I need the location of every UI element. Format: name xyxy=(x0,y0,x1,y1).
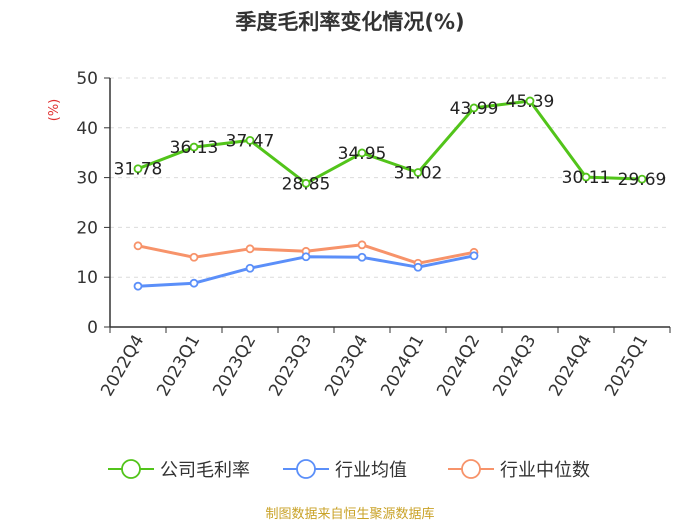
series-point-0 xyxy=(357,148,367,158)
legend[interactable]: 公司毛利率 行业均值 行业中位数 xyxy=(108,459,590,481)
series-point-0 xyxy=(581,172,591,182)
series-layer xyxy=(133,96,647,291)
x-tick-label: 2024Q4 xyxy=(545,332,596,400)
x-tick-label: 2024Q3 xyxy=(489,332,540,400)
x-tick-label: 2025Q1 xyxy=(601,332,652,400)
source-note: 制图数据来自恒生聚源数据库 xyxy=(265,506,434,522)
x-tick-label: 2024Q1 xyxy=(377,332,428,400)
y-axis-label: (%) xyxy=(47,99,62,122)
series-point-0 xyxy=(301,178,311,188)
data-label: 34.95 xyxy=(338,144,387,164)
legend-marker xyxy=(296,459,316,479)
data-label: 31.02 xyxy=(394,164,443,184)
grid xyxy=(110,77,670,278)
series-point-0 xyxy=(637,174,647,184)
legend-marker xyxy=(461,459,481,479)
data-label: 29.69 xyxy=(618,170,667,190)
chart-title: 季度毛利率变化情况(%) xyxy=(235,10,464,34)
y-tick-label: 20 xyxy=(76,218,98,238)
series-point-2 xyxy=(189,252,199,262)
series-point-0 xyxy=(133,164,143,174)
x-tick-label: 2023Q4 xyxy=(321,332,372,400)
series-point-1 xyxy=(357,252,367,262)
series-point-1 xyxy=(469,251,479,261)
series-point-2 xyxy=(133,241,143,251)
data-label: 30.11 xyxy=(562,168,611,188)
series-point-1 xyxy=(301,252,311,262)
series-point-1 xyxy=(189,278,199,288)
x-tick-label: 2023Q1 xyxy=(153,332,204,400)
x-tick-label: 2022Q4 xyxy=(97,332,148,400)
data-labels: 31.78 36.13 37.47 28.85 34.95 31.02 43.99 45.39… xyxy=(114,92,667,194)
y-tick-label: 40 xyxy=(76,119,98,139)
series-point-1 xyxy=(245,263,255,273)
data-label: 37.47 xyxy=(226,131,275,151)
series-line-0 xyxy=(137,99,643,185)
data-label: 43.99 xyxy=(450,99,499,119)
series-point-1 xyxy=(133,281,143,291)
legend-marker xyxy=(121,459,141,479)
series-point-2 xyxy=(357,240,367,250)
y-tick-label: 10 xyxy=(76,268,98,288)
data-label: 45.39 xyxy=(506,92,555,112)
data-label: 36.13 xyxy=(170,138,219,158)
series-point-0 xyxy=(189,142,199,152)
axes: 0 10 20 30 40 50 2022Q4 2023Q1 2023Q2 2023Q3 2023Q… xyxy=(76,69,671,400)
x-tick-label: 2024Q2 xyxy=(433,332,484,400)
x-tick-label: 2023Q2 xyxy=(209,332,260,400)
series-point-0 xyxy=(469,103,479,113)
data-label: 28.85 xyxy=(282,174,331,194)
legend-label: 行业均值 xyxy=(335,460,407,481)
series-point-0 xyxy=(413,168,423,177)
legend-label: 公司毛利率 xyxy=(160,460,250,481)
y-tick-label: 30 xyxy=(76,169,98,189)
series-point-0 xyxy=(525,96,535,106)
series-point-1 xyxy=(413,262,423,272)
legend-item-1[interactable]: 行业均值 xyxy=(283,459,407,481)
y-tick-label: 0 xyxy=(87,318,98,338)
legend-item-2[interactable]: 行业中位数 xyxy=(448,459,590,481)
series-point-0 xyxy=(245,135,255,145)
legend-item-0[interactable]: 公司毛利率 xyxy=(108,459,250,481)
y-tick-label: 50 xyxy=(76,69,98,89)
data-label: 31.78 xyxy=(114,160,163,180)
x-tick-label: 2023Q3 xyxy=(265,332,316,400)
series-point-2 xyxy=(245,244,255,254)
legend-label: 行业中位数 xyxy=(500,460,590,481)
